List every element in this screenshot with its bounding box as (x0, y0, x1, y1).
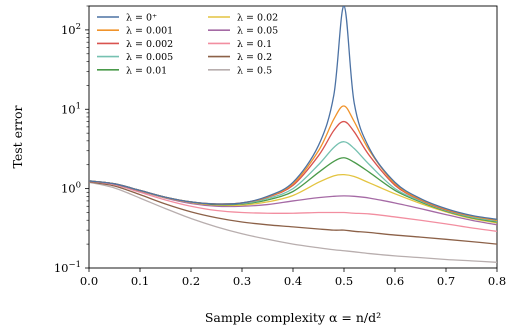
y-tick-label-1: 100 (61, 181, 81, 196)
series-line-8 (89, 181, 497, 245)
x-tick-label-6: 0.6 (386, 274, 404, 288)
legend: λ = 0⁺ λ = 0.001 λ = 0.002 λ = 0.005 λ = 0.0… (97, 13, 278, 76)
legend-label-6: λ = 0.05 (237, 26, 278, 37)
x-tick-label-8: 0.8 (488, 274, 506, 288)
y-axis-label: Test error (10, 105, 25, 168)
series-line-1 (89, 105, 497, 221)
legend-label-0: λ = 0⁺ (126, 13, 157, 24)
series-line-9 (89, 181, 497, 263)
x-tick-label-2: 0.2 (182, 274, 200, 288)
legend-label-4: λ = 0.01 (126, 65, 167, 76)
legend-label-8: λ = 0.2 (237, 52, 272, 63)
legend-label-7: λ = 0.1 (237, 39, 272, 50)
legend-label-9: λ = 0.5 (237, 65, 272, 76)
x-tick-label-3: 0.3 (233, 274, 251, 288)
legend-label-5: λ = 0.02 (237, 13, 278, 24)
x-tick-label-7: 0.7 (437, 274, 455, 288)
x-axis-label: Sample complexity α = n/d² (205, 310, 381, 325)
x-tick-label-0: 0.0 (80, 274, 98, 288)
legend-label-1: λ = 0.001 (126, 26, 173, 37)
x-tick-label-1: 0.1 (131, 274, 149, 288)
legend-label-3: λ = 0.005 (126, 52, 173, 63)
series-line-0 (89, 6, 497, 221)
y-tick-label-2: 101 (61, 101, 81, 116)
x-tick-label-5: 0.5 (335, 274, 353, 288)
y-tick-label-3: 102 (61, 22, 81, 37)
x-tick-label-4: 0.4 (284, 274, 302, 288)
y-tick-label-0: 10−1 (54, 260, 81, 275)
series-line-7 (89, 180, 497, 232)
legend-label-2: λ = 0.002 (126, 39, 173, 50)
